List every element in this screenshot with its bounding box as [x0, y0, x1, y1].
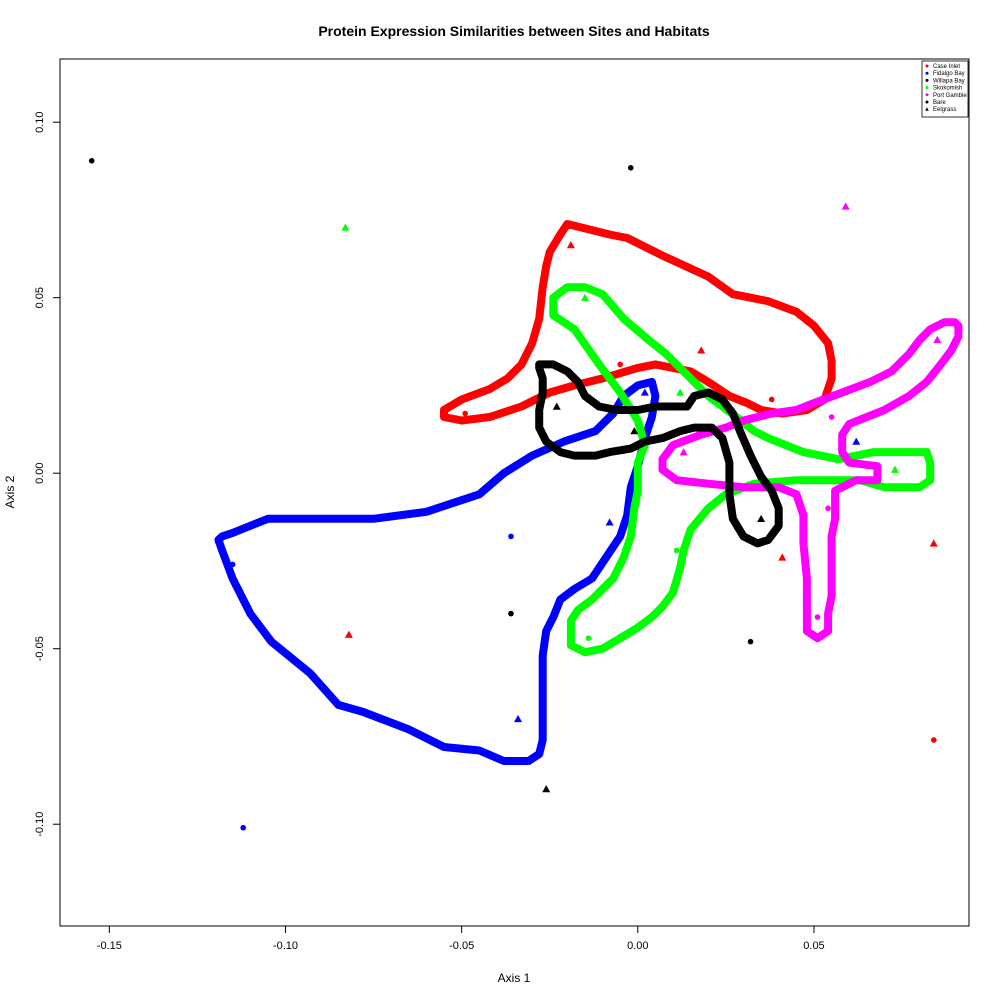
x-tick-label: -0.10: [273, 940, 298, 952]
legend-label-eelgrass: Eelgrass: [933, 107, 956, 113]
y-axis: -0.10 -0.05 0.00 0.05 0.10: [34, 111, 61, 837]
legend-label-willapa-bay: Willapa Bay: [933, 78, 965, 84]
x-tick-label: -0.05: [449, 940, 474, 952]
legend-label-skokomish: Skokomish: [933, 86, 962, 92]
x-axis-label: Axis 1: [498, 971, 531, 985]
point-fidalgo-bay-bare: [240, 824, 247, 831]
legend-symbol-skokomish: [925, 86, 929, 90]
y-tick-label: -0.10: [34, 812, 46, 837]
legend-symbol-fidalgo-bay: [925, 71, 929, 75]
point-willapa-bay-eelgrass: [542, 785, 551, 793]
point-fidalgo-bay-eelgrass: [514, 714, 523, 723]
hull-fidalgo-bay: [214, 377, 660, 765]
point-skokomish-eelgrass: [341, 223, 350, 231]
hull-case-inlet: [440, 220, 836, 425]
point-port-gamble-bare: [814, 614, 821, 620]
legend-label-bare: Bare: [933, 100, 946, 106]
point-skokomish-eelgrass: [891, 465, 900, 473]
point-skokomish-bare: [673, 547, 680, 554]
point-port-gamble-bare: [828, 414, 835, 420]
point-willapa-bay-eelgrass: [757, 514, 766, 523]
point-layer: [88, 157, 942, 831]
y-tick-label: 0.00: [34, 462, 46, 483]
legend-label-fidalgo-bay: Fidalgo Bay: [933, 71, 965, 77]
point-port-gamble-bare: [825, 505, 831, 512]
point-case-inlet-bare: [617, 361, 623, 368]
point-port-gamble-eelgrass: [841, 202, 850, 210]
hull-bare: [535, 360, 783, 548]
legend-symbol-case-inlet: [925, 64, 929, 68]
x-tick-label: 0.05: [803, 940, 824, 952]
point-willapa-bay-eelgrass: [552, 402, 561, 410]
x-axis: -0.15 -0.10 -0.05 0.00 0.05: [97, 925, 825, 952]
point-willapa-bay-eelgrass: [630, 427, 639, 435]
legend-label-port-gamble: Port Gamble: [933, 93, 967, 99]
point-case-inlet-bare: [768, 396, 775, 403]
point-fidalgo-bay-bare: [229, 561, 236, 568]
y-tick-label: 0.05: [34, 287, 46, 308]
point-case-inlet-bare: [930, 737, 937, 743]
point-case-inlet-eelgrass: [929, 539, 938, 547]
point-fidalgo-bay-bare: [508, 533, 514, 540]
point-fidalgo-bay-eelgrass: [214, 535, 223, 544]
x-tick-label: -0.15: [97, 940, 122, 952]
point-willapa-bay-bare: [684, 403, 690, 410]
point-skokomish-eelgrass: [580, 293, 589, 301]
hull-skokomish: [549, 283, 935, 657]
legend-symbol-eelgrass: [925, 107, 929, 111]
point-port-gamble-eelgrass: [933, 335, 942, 344]
point-port-gamble-eelgrass: [679, 448, 688, 456]
point-case-inlet-eelgrass: [697, 346, 706, 354]
legend-box: [921, 60, 969, 118]
point-case-inlet-eelgrass: [566, 241, 575, 249]
point-case-inlet-bare: [462, 410, 468, 417]
point-skokomish-eelgrass: [676, 388, 685, 396]
point-fidalgo-bay-eelgrass: [640, 388, 649, 396]
legend-label-case-inlet: Case Inlet: [933, 64, 960, 70]
point-willapa-bay-bare: [747, 638, 754, 645]
hull-layer: [214, 220, 963, 765]
y-axis-label: Axis 2: [3, 475, 17, 508]
point-willapa-bay-bare: [627, 165, 634, 171]
hull-port-gamble: [658, 318, 963, 643]
point-fidalgo-bay-eelgrass: [852, 437, 861, 445]
legend-symbol-port-gamble: [925, 93, 929, 97]
point-case-inlet-eelgrass: [778, 553, 787, 561]
point-fidalgo-bay-eelgrass: [605, 518, 614, 526]
legend-symbol-willapa-bay: [925, 78, 929, 82]
x-tick-label: 0.00: [627, 940, 648, 952]
y-tick-label: -0.05: [34, 636, 46, 661]
point-case-inlet-eelgrass: [344, 630, 353, 638]
y-tick-label: 0.10: [34, 111, 46, 132]
point-willapa-bay-bare: [508, 610, 514, 617]
point-willapa-bay-bare: [88, 157, 95, 164]
chart-title: Protein Expression Similarities between …: [318, 23, 710, 39]
legend-symbol-bare: [925, 100, 929, 104]
point-skokomish-bare: [585, 635, 592, 641]
